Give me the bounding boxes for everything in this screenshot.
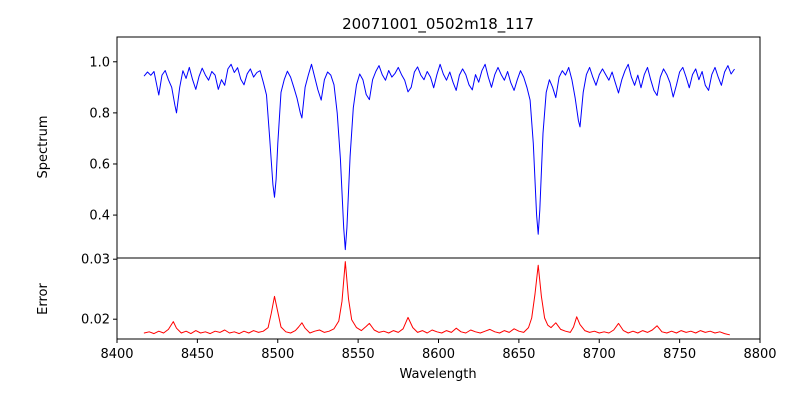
x-tick-label: 8800 bbox=[743, 347, 776, 362]
y-axis-label-error: Error bbox=[36, 283, 51, 315]
axes-spine-error-panel bbox=[116, 257, 761, 340]
spectrum-line bbox=[143, 63, 735, 251]
chart-title: 20071001_0502m18_117 bbox=[342, 15, 534, 34]
x-tick-label: 8550 bbox=[342, 347, 375, 362]
series-layer bbox=[143, 63, 735, 336]
y-tick-label-error-panel: 0.03 bbox=[81, 253, 110, 268]
x-tick-label: 8450 bbox=[181, 347, 214, 362]
y-axis-label-spectrum: Spectrum bbox=[36, 116, 51, 179]
ticks-layer: 0.4 0.6 0.8 1.0 0.02 0.03 8400 8450 8500 8550 8600… bbox=[81, 55, 777, 362]
x-axis-label: Wavelength bbox=[399, 367, 476, 382]
error-line bbox=[143, 261, 730, 336]
x-tick-label: 8750 bbox=[663, 347, 696, 362]
y-tick-label-spectrum-panel: 0.6 bbox=[89, 157, 110, 172]
x-tick-label: 8700 bbox=[583, 347, 616, 362]
y-tick-label-spectrum-panel: 1.0 bbox=[89, 55, 110, 70]
y-tick-label-spectrum-panel: 0.8 bbox=[89, 106, 110, 121]
x-tick-label: 8400 bbox=[100, 347, 133, 362]
y-tick-label-spectrum-panel: 0.4 bbox=[89, 209, 110, 224]
x-tick-label: 8650 bbox=[502, 347, 535, 362]
x-tick-label: 8500 bbox=[261, 347, 294, 362]
x-tick-label: 8600 bbox=[422, 347, 455, 362]
y-tick-label-error-panel: 0.02 bbox=[81, 313, 110, 328]
axes-layer bbox=[116, 36, 761, 340]
